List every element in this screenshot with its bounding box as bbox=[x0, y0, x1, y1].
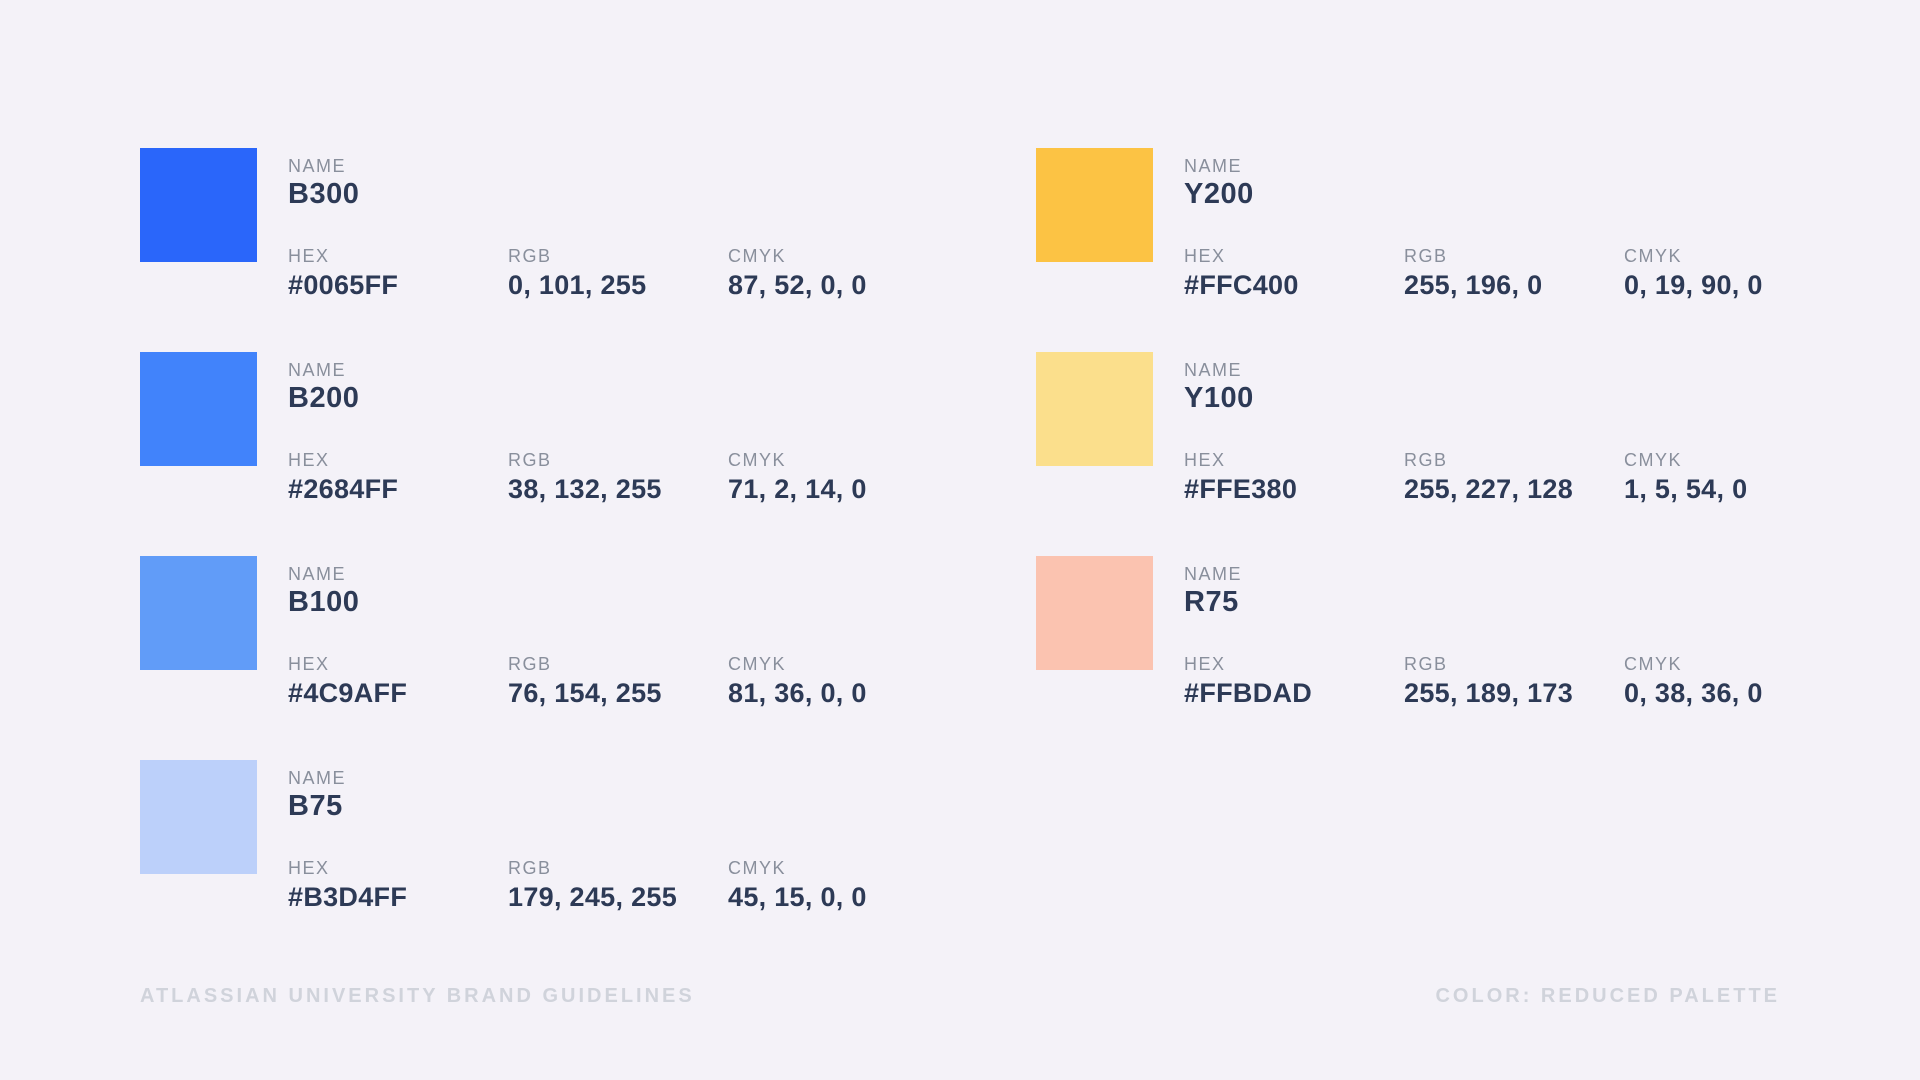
color-swatch bbox=[140, 556, 257, 670]
color-swatch bbox=[1036, 556, 1153, 670]
cmyk-label: CMYK bbox=[728, 858, 787, 878]
rgb-label: RGB bbox=[508, 246, 552, 266]
cmyk-value: 81, 36, 0, 0 bbox=[728, 678, 867, 708]
hex-label: HEX bbox=[1184, 246, 1226, 266]
name-label: NAME bbox=[1184, 360, 1243, 380]
rgb-label: RGB bbox=[508, 858, 552, 878]
rgb-value: 255, 196, 0 bbox=[1404, 270, 1543, 300]
hex-value: #2684FF bbox=[288, 474, 399, 504]
hex-value: #0065FF bbox=[288, 270, 399, 300]
color-name: R75 bbox=[1184, 586, 1239, 618]
cmyk-value: 45, 15, 0, 0 bbox=[728, 882, 867, 912]
color-swatch bbox=[1036, 352, 1153, 466]
color-swatch bbox=[140, 148, 257, 262]
name-label: NAME bbox=[1184, 156, 1243, 176]
color-swatch-card: NAME B100 HEX #4C9AFF RGB 76, 154, 255 C… bbox=[140, 556, 940, 760]
color-swatch-card: NAME Y100 HEX #FFE380 RGB 255, 227, 128 … bbox=[1036, 352, 1836, 556]
hex-label: HEX bbox=[1184, 654, 1226, 674]
cmyk-label: CMYK bbox=[728, 450, 787, 470]
color-name: Y200 bbox=[1184, 178, 1254, 210]
cmyk-value: 1, 5, 54, 0 bbox=[1624, 474, 1748, 504]
hex-label: HEX bbox=[288, 450, 330, 470]
rgb-value: 38, 132, 255 bbox=[508, 474, 662, 504]
rgb-label: RGB bbox=[1404, 246, 1448, 266]
color-name: B200 bbox=[288, 382, 360, 414]
color-name: Y100 bbox=[1184, 382, 1254, 414]
rgb-label: RGB bbox=[508, 654, 552, 674]
cmyk-value: 71, 2, 14, 0 bbox=[728, 474, 867, 504]
name-label: NAME bbox=[288, 564, 347, 584]
color-swatch-card: NAME Y200 HEX #FFC400 RGB 255, 196, 0 CM… bbox=[1036, 148, 1836, 352]
cmyk-label: CMYK bbox=[1624, 246, 1683, 266]
color-swatch-card: NAME B200 HEX #2684FF RGB 38, 132, 255 C… bbox=[140, 352, 940, 556]
hex-value: #FFC400 bbox=[1184, 270, 1299, 300]
rgb-label: RGB bbox=[508, 450, 552, 470]
cmyk-label: CMYK bbox=[728, 654, 787, 674]
cmyk-label: CMYK bbox=[728, 246, 787, 266]
hex-label: HEX bbox=[288, 858, 330, 878]
color-swatch bbox=[140, 352, 257, 466]
hex-label: HEX bbox=[288, 654, 330, 674]
color-name: B75 bbox=[288, 790, 343, 822]
color-swatch-card: NAME B300 HEX #0065FF RGB 0, 101, 255 CM… bbox=[140, 148, 940, 352]
cmyk-value: 0, 19, 90, 0 bbox=[1624, 270, 1763, 300]
rgb-value: 0, 101, 255 bbox=[508, 270, 647, 300]
color-swatch-card: NAME B75 HEX #B3D4FF RGB 179, 245, 255 C… bbox=[140, 760, 940, 964]
name-label: NAME bbox=[288, 360, 347, 380]
cmyk-value: 87, 52, 0, 0 bbox=[728, 270, 867, 300]
color-swatch-card: NAME R75 HEX #FFBDAD RGB 255, 189, 173 C… bbox=[1036, 556, 1836, 760]
footer-section-text: COLOR: REDUCED PALETTE bbox=[1435, 985, 1780, 1007]
hex-label: HEX bbox=[288, 246, 330, 266]
color-name: B100 bbox=[288, 586, 360, 618]
rgb-value: 255, 189, 173 bbox=[1404, 678, 1574, 708]
name-label: NAME bbox=[288, 768, 347, 788]
name-label: NAME bbox=[288, 156, 347, 176]
hex-value: #FFE380 bbox=[1184, 474, 1298, 504]
cmyk-value: 0, 38, 36, 0 bbox=[1624, 678, 1763, 708]
rgb-value: 179, 245, 255 bbox=[508, 882, 678, 912]
color-swatch bbox=[140, 760, 257, 874]
color-name: B300 bbox=[288, 178, 360, 210]
cmyk-label: CMYK bbox=[1624, 654, 1683, 674]
name-label: NAME bbox=[1184, 564, 1243, 584]
hex-value: #FFBDAD bbox=[1184, 678, 1313, 708]
rgb-value: 76, 154, 255 bbox=[508, 678, 662, 708]
rgb-label: RGB bbox=[1404, 654, 1448, 674]
cmyk-label: CMYK bbox=[1624, 450, 1683, 470]
hex-value: #4C9AFF bbox=[288, 678, 408, 708]
color-swatch bbox=[1036, 148, 1153, 262]
hex-value: #B3D4FF bbox=[288, 882, 408, 912]
hex-label: HEX bbox=[1184, 450, 1226, 470]
footer-brand-text: ATLASSIAN UNIVERSITY BRAND GUIDELINES bbox=[140, 985, 695, 1007]
rgb-label: RGB bbox=[1404, 450, 1448, 470]
rgb-value: 255, 227, 128 bbox=[1404, 474, 1574, 504]
